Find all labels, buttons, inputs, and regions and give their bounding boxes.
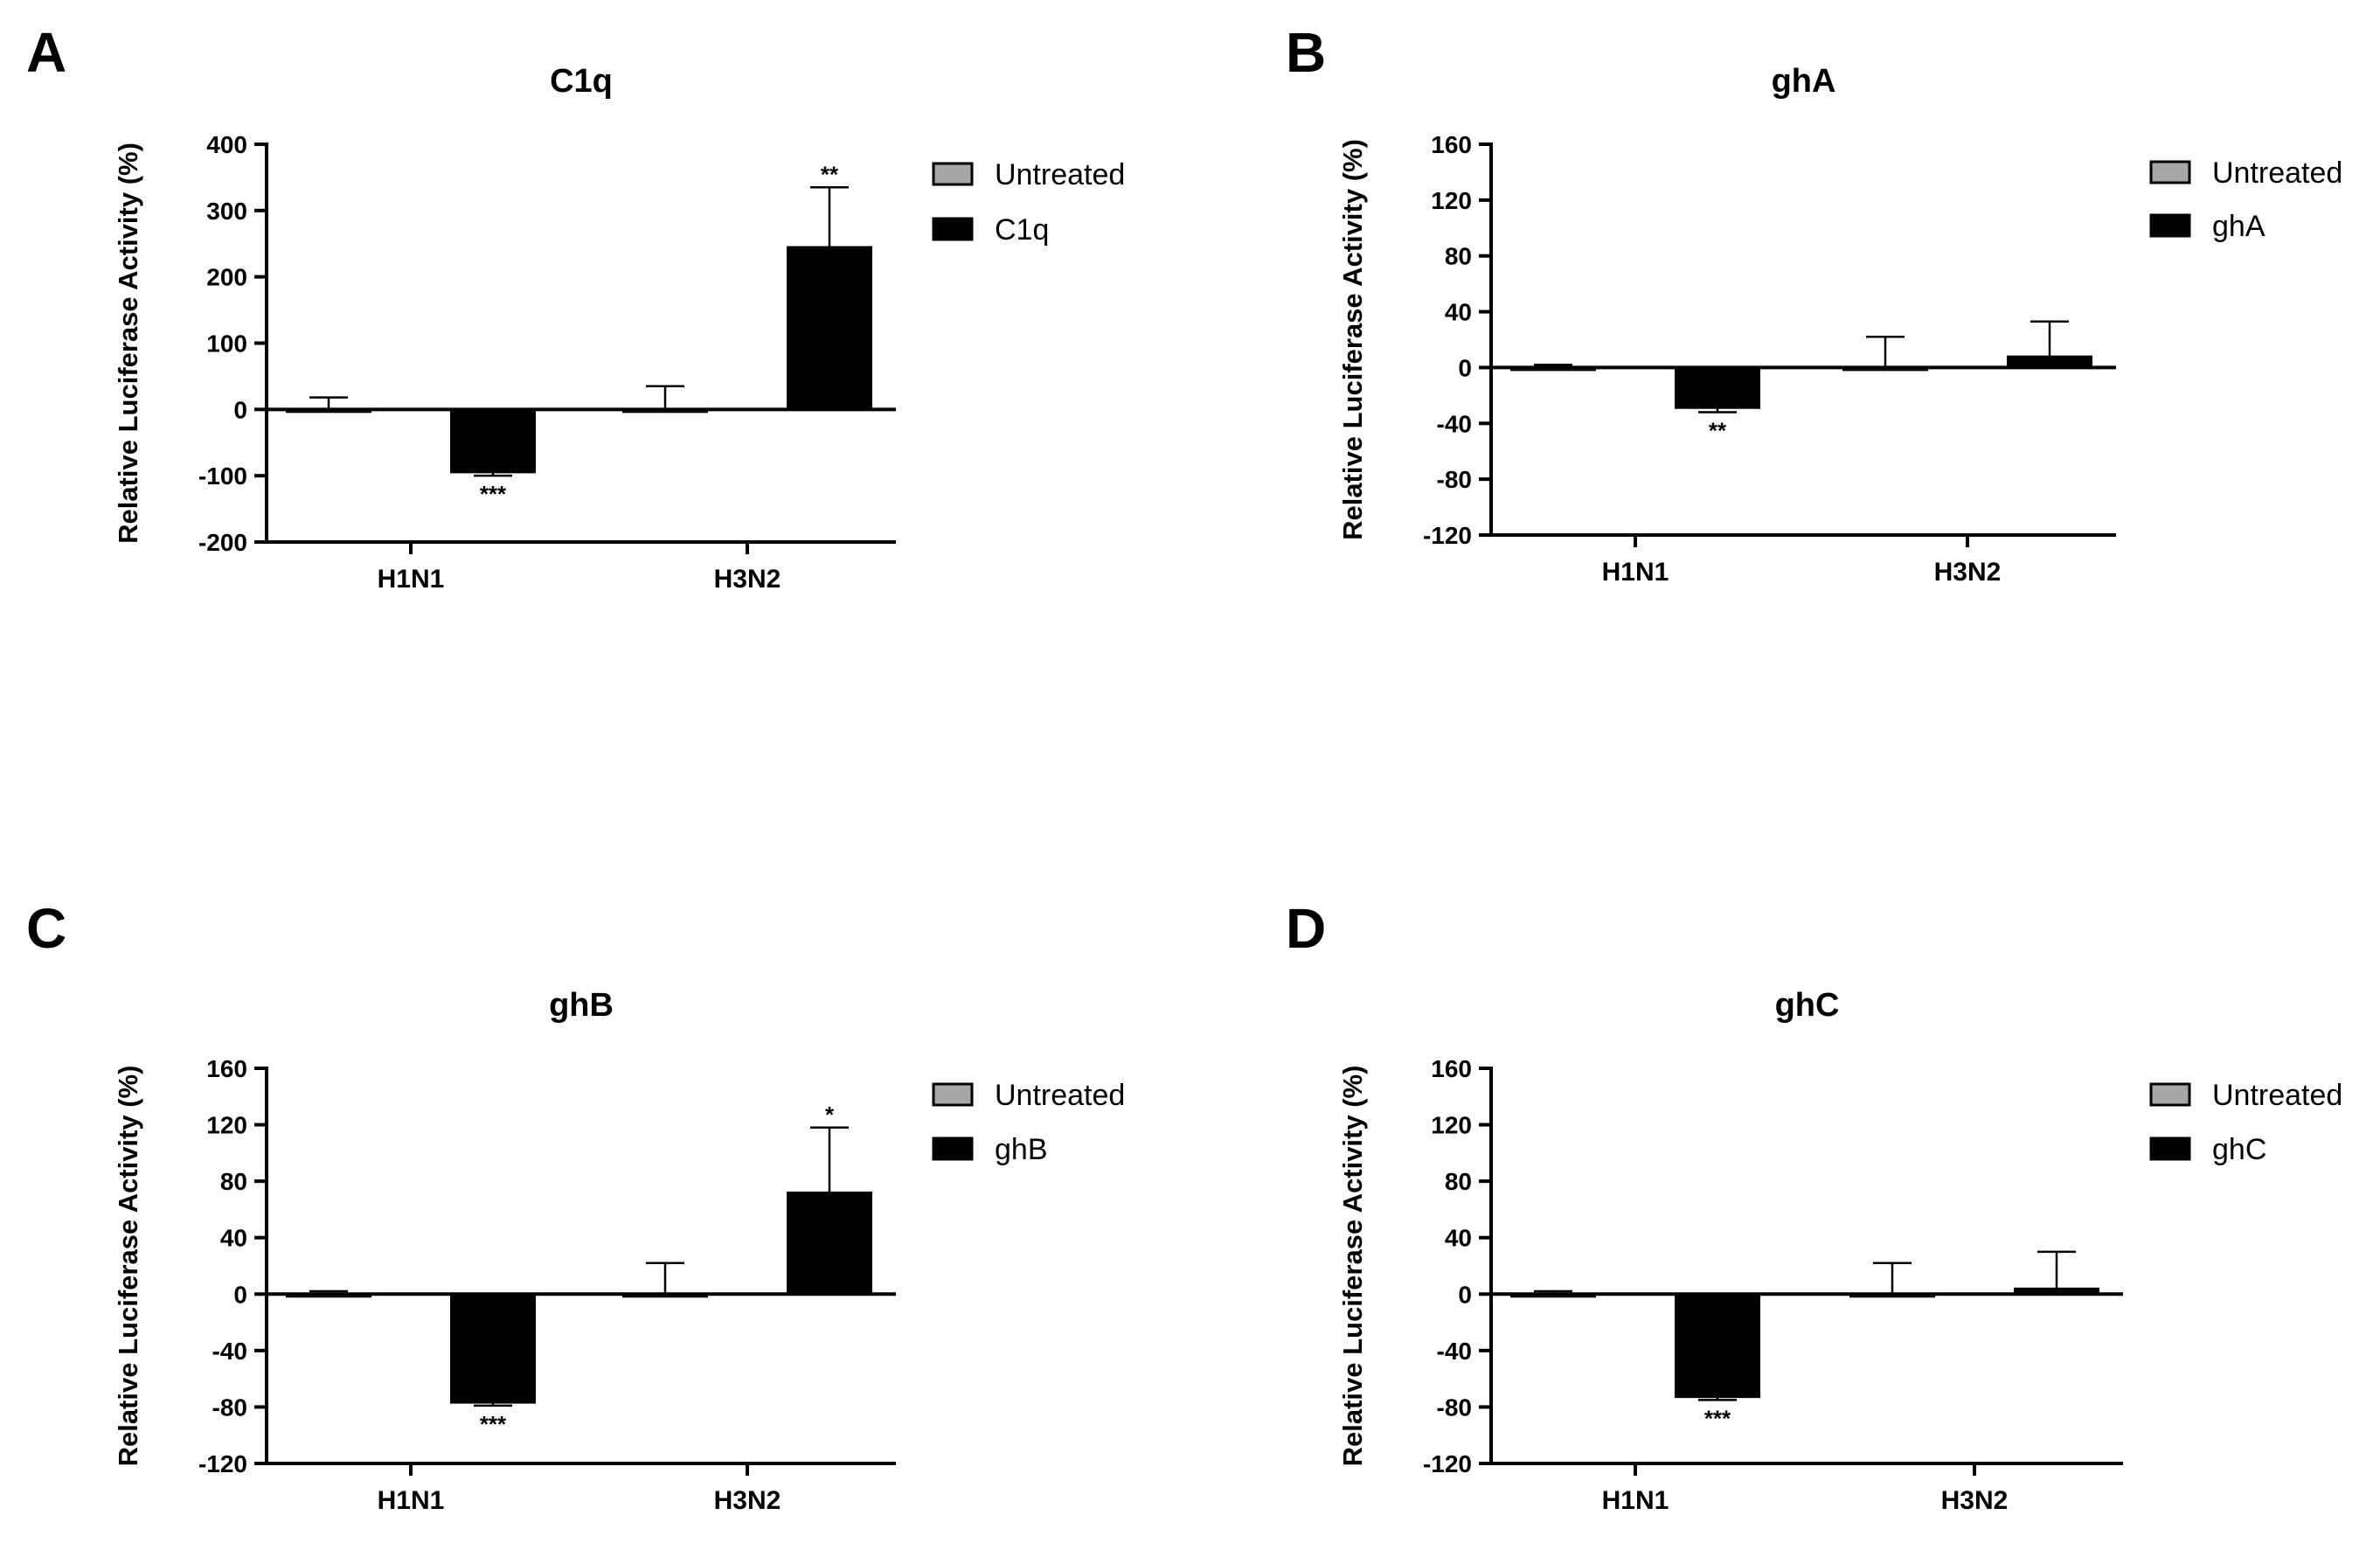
panel-letter-a: A	[26, 21, 67, 84]
y-axis-label: Relative Luciferase Activity (%)	[1337, 139, 1368, 540]
y-tick-label: 40	[1445, 1225, 1472, 1252]
y-tick-label: 40	[1445, 299, 1472, 326]
y-tick-label: 120	[1431, 1112, 1472, 1139]
y-tick-label: 200	[206, 264, 247, 291]
y-tick-label: -200	[198, 529, 247, 556]
bar-treated	[787, 1192, 872, 1296]
chart-panel-c: C ghB Relative Luciferase Activity (%) 160…	[0, 771, 1190, 1542]
y-tick-label: 80	[220, 1168, 247, 1195]
x-tick-label: H3N2	[714, 1486, 781, 1515]
x-tick-label: H1N1	[378, 1486, 445, 1515]
y-tick-label: 0	[1458, 1281, 1472, 1308]
chart-title: C1q	[550, 63, 613, 100]
y-tick-label: 160	[1431, 1055, 1472, 1082]
chart-title: ghB	[549, 987, 614, 1024]
chart-a: C1q Relative Luciferase Activity (%) 400 30…	[113, 63, 1125, 594]
y-tick-label: -40	[1437, 410, 1472, 437]
y-tick-label: -120	[198, 1450, 247, 1477]
chart-c: ghB Relative Luciferase Activity (%) 160 12…	[113, 987, 1125, 1515]
significance-label: *	[825, 1102, 835, 1128]
y-axis-label: Relative Luciferase Activity (%)	[113, 142, 143, 544]
legend-label: C1q	[995, 213, 1049, 247]
legend-swatch	[2149, 213, 2191, 238]
legend-label: Untreated	[995, 1079, 1125, 1112]
y-tick-label: 80	[1445, 1168, 1472, 1195]
panel-letter-d: D	[1286, 897, 1327, 960]
y-tick-label: 120	[206, 1112, 247, 1139]
y-tick-label: -80	[1437, 466, 1472, 493]
y-tick-label: 100	[206, 330, 247, 358]
significance-label: **	[1709, 418, 1727, 444]
legend-swatch	[932, 1082, 974, 1107]
significance-label: ***	[1704, 1405, 1731, 1431]
significance-label: ***	[480, 481, 507, 507]
legend-swatch	[932, 162, 974, 186]
y-tick-label: 0	[1458, 354, 1472, 381]
chart-d: ghC Relative Luciferase Activity (%) 160 12…	[1337, 987, 2342, 1515]
y-tick-label: 0	[233, 1281, 247, 1308]
chart-panel-d: D ghC Relative Luciferase Activity (%) 160…	[1190, 771, 2379, 1542]
chart-title: ghA	[1772, 63, 1836, 100]
y-tick-label: 160	[206, 1055, 247, 1082]
legend-swatch	[932, 1136, 974, 1161]
chart-panel-b: B ghA Relative Luciferase Activity (%) 160…	[1190, 0, 2379, 771]
bar-treated	[787, 246, 872, 411]
x-tick-label: H3N2	[1941, 1486, 2009, 1515]
legend-label: ghA	[2212, 210, 2266, 243]
bar-treated	[450, 408, 536, 474]
legend-swatch	[932, 217, 974, 241]
legend-label: Untreated	[2212, 156, 2342, 190]
x-tick-label: H1N1	[378, 565, 445, 594]
y-tick-label: 400	[206, 131, 247, 158]
y-tick-label: -120	[1423, 522, 1472, 549]
x-tick-label: H3N2	[714, 565, 781, 594]
y-tick-label: -80	[212, 1394, 247, 1421]
y-tick-label: 40	[220, 1225, 247, 1252]
y-axis-label: Relative Luciferase Activity (%)	[113, 1066, 143, 1467]
y-tick-label: -40	[1437, 1338, 1472, 1365]
chart-panel-a: A C1q Relative Luciferase Activity (%) 400…	[0, 0, 1190, 771]
x-tick-label: H3N2	[1934, 558, 2002, 587]
y-tick-label: -120	[1423, 1450, 1472, 1477]
legend-label: ghC	[2212, 1133, 2266, 1166]
chart-title: ghC	[1775, 987, 1840, 1024]
legend-swatch	[2149, 1082, 2191, 1107]
y-tick-label: -40	[212, 1338, 247, 1365]
legend-label: Untreated	[995, 158, 1125, 191]
legend-swatch	[2149, 1136, 2191, 1161]
legend-label: ghB	[995, 1133, 1048, 1166]
panel-letter-c: C	[26, 897, 67, 960]
y-tick-label: -80	[1437, 1394, 1472, 1421]
bar-treated	[450, 1293, 536, 1404]
y-tick-label: 0	[233, 396, 247, 423]
significance-label: ***	[480, 1411, 507, 1437]
y-tick-label: 300	[206, 198, 247, 225]
legend-swatch	[2149, 160, 2191, 184]
x-tick-label: H1N1	[1602, 1486, 1669, 1515]
y-tick-label: 120	[1431, 187, 1472, 214]
y-tick-label: 160	[1431, 131, 1472, 158]
legend-label: Untreated	[2212, 1079, 2342, 1112]
y-tick-label: -100	[198, 462, 247, 490]
bar-treated	[1675, 1293, 1760, 1399]
bar-treated	[1675, 366, 1760, 409]
y-axis-label: Relative Luciferase Activity (%)	[1337, 1066, 1368, 1467]
significance-label: **	[821, 161, 839, 187]
x-tick-label: H1N1	[1602, 558, 1669, 587]
y-tick-label: 80	[1445, 243, 1472, 270]
panel-letter-b: B	[1286, 21, 1327, 84]
chart-b: ghA Relative Luciferase Activity (%) 160 12…	[1337, 63, 2342, 587]
